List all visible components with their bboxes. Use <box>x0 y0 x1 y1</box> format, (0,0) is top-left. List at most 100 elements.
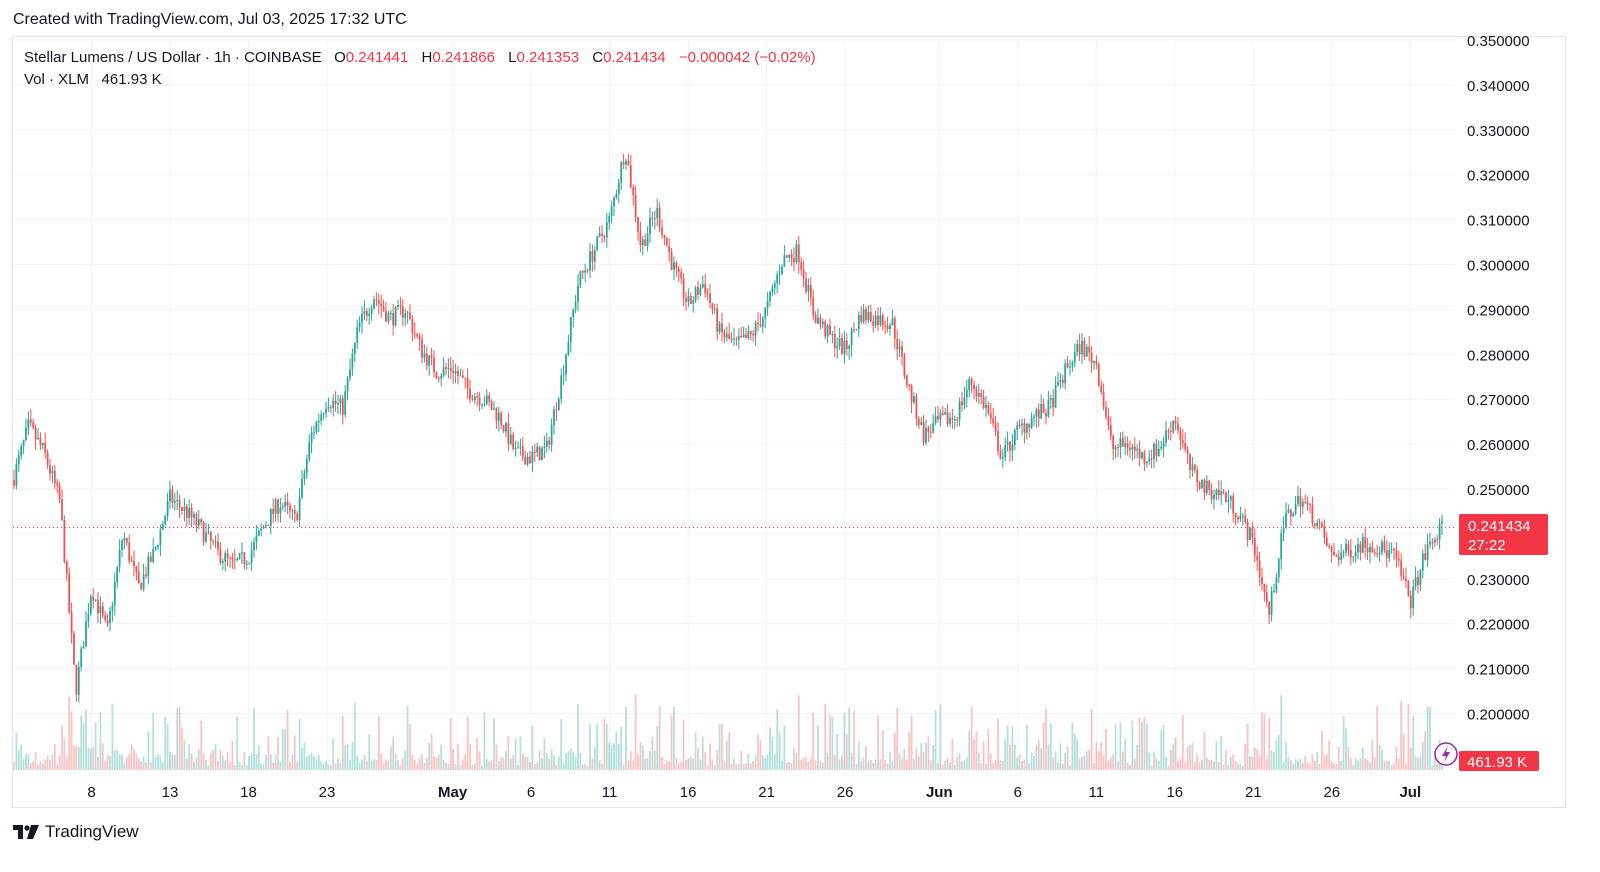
candle-body <box>25 427 27 441</box>
candle-body <box>375 299 378 301</box>
candle-body <box>1035 409 1038 417</box>
volume-bar <box>1234 761 1237 770</box>
candle-body <box>238 553 241 559</box>
candle-body <box>265 524 267 527</box>
time-tick-label: 13 <box>162 784 179 801</box>
volume-bar <box>872 762 875 770</box>
candle-body <box>442 367 445 376</box>
candle-body <box>473 396 476 400</box>
volume-bar <box>1052 757 1055 770</box>
candle-body <box>171 489 174 503</box>
volume-bar <box>1162 724 1165 770</box>
candle-body <box>560 375 563 400</box>
volume-bar <box>142 756 145 770</box>
candle-body <box>1285 512 1287 528</box>
candle-body <box>284 501 287 507</box>
volume-bar <box>351 742 354 770</box>
volume-bar <box>862 757 865 770</box>
volume-bar <box>1167 765 1170 770</box>
volume-bar <box>901 759 903 770</box>
volume-bar <box>1229 756 1232 770</box>
candle-body <box>944 412 947 415</box>
candle-body <box>687 295 690 302</box>
volume-bar <box>848 707 851 770</box>
candle-body <box>173 500 176 503</box>
time-tick-label: 6 <box>527 784 535 801</box>
candle-body <box>133 560 135 567</box>
candle-body <box>1162 442 1165 447</box>
volume-bar <box>500 757 503 770</box>
tradingview-logo[interactable]: TradingView <box>13 822 139 842</box>
candle-body <box>807 284 810 292</box>
candle-body <box>821 321 824 325</box>
volume-bar <box>301 747 303 770</box>
volume-bar <box>176 708 179 770</box>
volume-bar <box>185 758 188 770</box>
candle-body <box>1165 430 1167 443</box>
volume-bar <box>1177 760 1179 770</box>
candle-body <box>1213 494 1215 500</box>
volume-bar <box>279 761 282 770</box>
volume-bar <box>1181 715 1184 770</box>
candle-body <box>752 333 755 336</box>
candle-body <box>1270 591 1273 615</box>
candle-body <box>397 305 399 307</box>
volume-bar <box>560 719 563 770</box>
volume-bar <box>826 752 829 770</box>
candle-body <box>65 561 68 575</box>
volume-bar <box>1383 760 1386 770</box>
candle-body <box>157 545 159 548</box>
candle-body <box>317 420 320 423</box>
volume-bar <box>1057 762 1059 770</box>
candle-body <box>577 285 579 302</box>
candle-body <box>1189 454 1191 471</box>
volume-bar <box>495 744 498 770</box>
volume-bar <box>46 755 49 770</box>
volume-bar <box>149 762 152 770</box>
candle-body <box>584 270 587 273</box>
volume-bar <box>1184 762 1187 770</box>
candle-body <box>1301 501 1304 507</box>
candle-body <box>1246 522 1249 541</box>
volume-bar <box>1105 728 1107 770</box>
candle-body <box>85 621 87 647</box>
volume-bar <box>490 760 493 770</box>
volume-bar <box>1409 748 1412 770</box>
candle-body <box>224 553 227 562</box>
volume-bar <box>459 765 462 770</box>
candle-body <box>380 303 383 307</box>
high-value: 0.241866 <box>432 49 495 66</box>
candle-body <box>1337 556 1340 561</box>
volume-bar <box>629 751 632 770</box>
volume-bar <box>697 748 699 770</box>
volume-bar <box>502 757 505 770</box>
price-tick-label: 0.300000 <box>1467 258 1530 275</box>
volume-bar <box>1112 754 1115 770</box>
candle-body <box>778 273 781 275</box>
candle-body <box>394 306 397 326</box>
volume-bar <box>1061 763 1064 770</box>
volume-bar <box>219 749 222 770</box>
candle-body <box>735 338 738 340</box>
volume-bar <box>397 760 399 770</box>
volume-bar <box>989 753 992 770</box>
volume-bar <box>797 695 800 770</box>
candle-body <box>1441 521 1443 524</box>
volume-bar <box>1054 751 1057 770</box>
volume-bar <box>1136 744 1139 770</box>
candle-countdown: 27:22 <box>1468 537 1506 554</box>
lightning-icon[interactable] <box>1434 742 1458 766</box>
volume-bar <box>483 712 486 770</box>
volume-bar <box>829 715 831 770</box>
candle-body <box>178 500 181 508</box>
volume-bar <box>262 764 265 770</box>
volume-bar <box>1337 746 1340 770</box>
volume-bar <box>1078 758 1081 770</box>
volume-bar <box>1033 756 1035 770</box>
volume-bar <box>1299 758 1302 770</box>
chart-pane[interactable] <box>12 36 1566 808</box>
candle-body <box>517 447 519 449</box>
volume-bar <box>44 759 47 770</box>
candle-body <box>987 404 990 414</box>
